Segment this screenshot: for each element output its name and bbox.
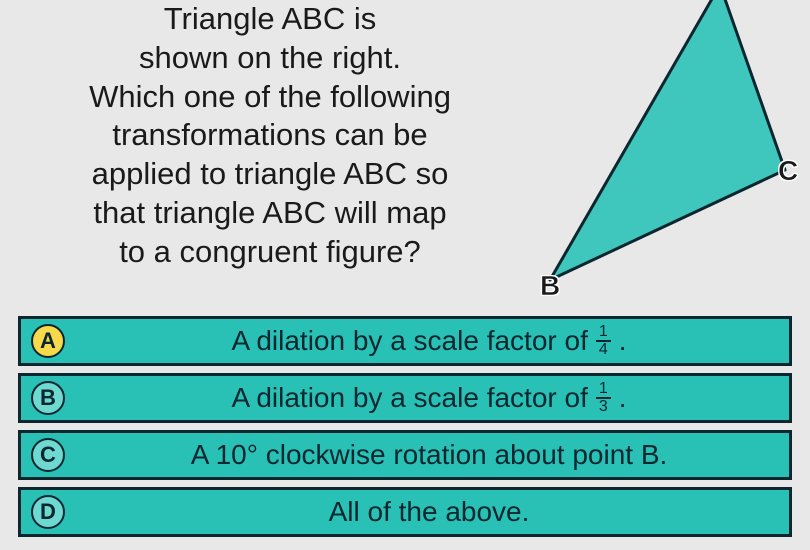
answers-list: A A dilation by a scale factor of 1 4 . … bbox=[0, 310, 810, 550]
triangle-shape bbox=[550, 0, 785, 280]
answer-text: All of the above. bbox=[79, 496, 779, 528]
answer-letter-badge: D bbox=[31, 495, 65, 529]
triangle-figure: B C bbox=[520, 0, 810, 310]
answer-option-c[interactable]: C A 10° clockwise rotation about point B… bbox=[18, 430, 792, 480]
vertex-b-label: B bbox=[540, 270, 560, 302]
top-area: Triangle ABC is shown on the right. Whic… bbox=[0, 0, 810, 310]
question-line: applied to triangle ABC so bbox=[30, 155, 510, 194]
vertex-c-label: C bbox=[778, 155, 798, 187]
fraction-icon: 1 4 bbox=[596, 324, 611, 358]
answer-text: A dilation by a scale factor of 1 3 . bbox=[79, 381, 779, 415]
question-text: Triangle ABC is shown on the right. Whic… bbox=[0, 0, 520, 310]
triangle-svg bbox=[520, 0, 810, 310]
answer-option-b[interactable]: B A dilation by a scale factor of 1 3 . bbox=[18, 373, 792, 423]
fraction-icon: 1 3 bbox=[596, 381, 611, 415]
question-line: shown on the right. bbox=[30, 39, 510, 78]
question-line: Which one of the following bbox=[30, 78, 510, 117]
question-line: Triangle ABC is bbox=[30, 0, 510, 39]
question-line: to a congruent figure? bbox=[30, 233, 510, 272]
answer-option-a[interactable]: A A dilation by a scale factor of 1 4 . bbox=[18, 316, 792, 366]
answer-option-d[interactable]: D All of the above. bbox=[18, 487, 792, 537]
answer-text: A 10° clockwise rotation about point B. bbox=[79, 439, 779, 471]
answer-letter-badge: C bbox=[31, 438, 65, 472]
answer-text: A dilation by a scale factor of 1 4 . bbox=[79, 324, 779, 358]
answer-letter-badge: B bbox=[31, 381, 65, 415]
question-line: transformations can be bbox=[30, 116, 510, 155]
question-line: that triangle ABC will map bbox=[30, 194, 510, 233]
answer-letter-badge: A bbox=[31, 324, 65, 358]
